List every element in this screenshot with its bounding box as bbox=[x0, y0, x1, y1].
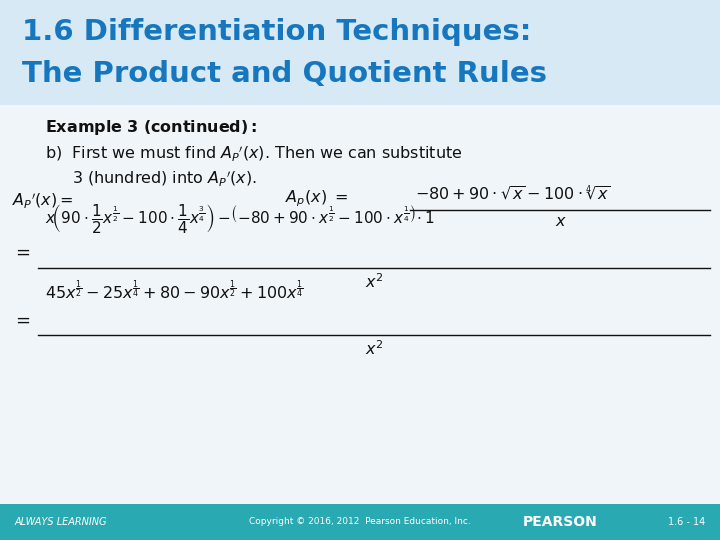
Circle shape bbox=[620, 130, 720, 250]
Text: The Product and Quotient Rules: The Product and Quotient Rules bbox=[22, 60, 547, 88]
Text: 3 (hundred) into $A_P{}'(x)$.: 3 (hundred) into $A_P{}'(x)$. bbox=[72, 168, 257, 188]
Text: $-80+90\cdot\sqrt{x}-100\cdot\sqrt[4]{x}$: $-80+90\cdot\sqrt{x}-100\cdot\sqrt[4]{x}… bbox=[415, 184, 611, 204]
Circle shape bbox=[580, 50, 720, 190]
Text: b)  First we must find $A_P{}'(x)$. Then we can substitute: b) First we must find $A_P{}'(x)$. Then … bbox=[45, 143, 462, 163]
Text: $A_P{}'(x)=$: $A_P{}'(x)=$ bbox=[12, 190, 73, 210]
Text: $\mathbf{Example\ 3\ (continued):}$: $\mathbf{Example\ 3\ (continued):}$ bbox=[45, 118, 258, 137]
Circle shape bbox=[530, 0, 720, 240]
FancyBboxPatch shape bbox=[0, 0, 720, 105]
Circle shape bbox=[430, 0, 720, 340]
Text: 1.6 Differentiation Techniques:: 1.6 Differentiation Techniques: bbox=[22, 18, 531, 46]
Text: $x^2$: $x^2$ bbox=[365, 339, 384, 357]
FancyBboxPatch shape bbox=[0, 105, 720, 504]
Circle shape bbox=[580, 90, 720, 290]
Text: $x\!\left(90\cdot\dfrac{1}{2}x^{\frac{1}{2}}-100\cdot\dfrac{1}{4}x^{\frac{3}{4}}: $x\!\left(90\cdot\dfrac{1}{2}x^{\frac{1}… bbox=[45, 202, 435, 235]
Text: $A_p(x)\ =$: $A_p(x)\ =$ bbox=[285, 188, 348, 208]
Text: ALWAYS LEARNING: ALWAYS LEARNING bbox=[15, 517, 107, 527]
Text: PEARSON: PEARSON bbox=[523, 515, 598, 529]
Circle shape bbox=[480, 0, 720, 290]
Text: $=$: $=$ bbox=[12, 243, 31, 261]
Text: Copyright © 2016, 2012  Pearson Education, Inc.: Copyright © 2016, 2012 Pearson Education… bbox=[249, 517, 471, 526]
Text: $=$: $=$ bbox=[12, 311, 31, 329]
Text: $x^2$: $x^2$ bbox=[365, 272, 384, 291]
Circle shape bbox=[530, 40, 720, 340]
Text: $45x^{\frac{1}{2}}-25x^{\frac{1}{4}}+80-90x^{\frac{1}{2}}+100x^{\frac{1}{4}}$: $45x^{\frac{1}{2}}-25x^{\frac{1}{4}}+80-… bbox=[45, 279, 304, 302]
FancyBboxPatch shape bbox=[0, 504, 720, 540]
Text: $x$: $x$ bbox=[555, 214, 567, 229]
Text: 1.6 - 14: 1.6 - 14 bbox=[667, 517, 705, 527]
